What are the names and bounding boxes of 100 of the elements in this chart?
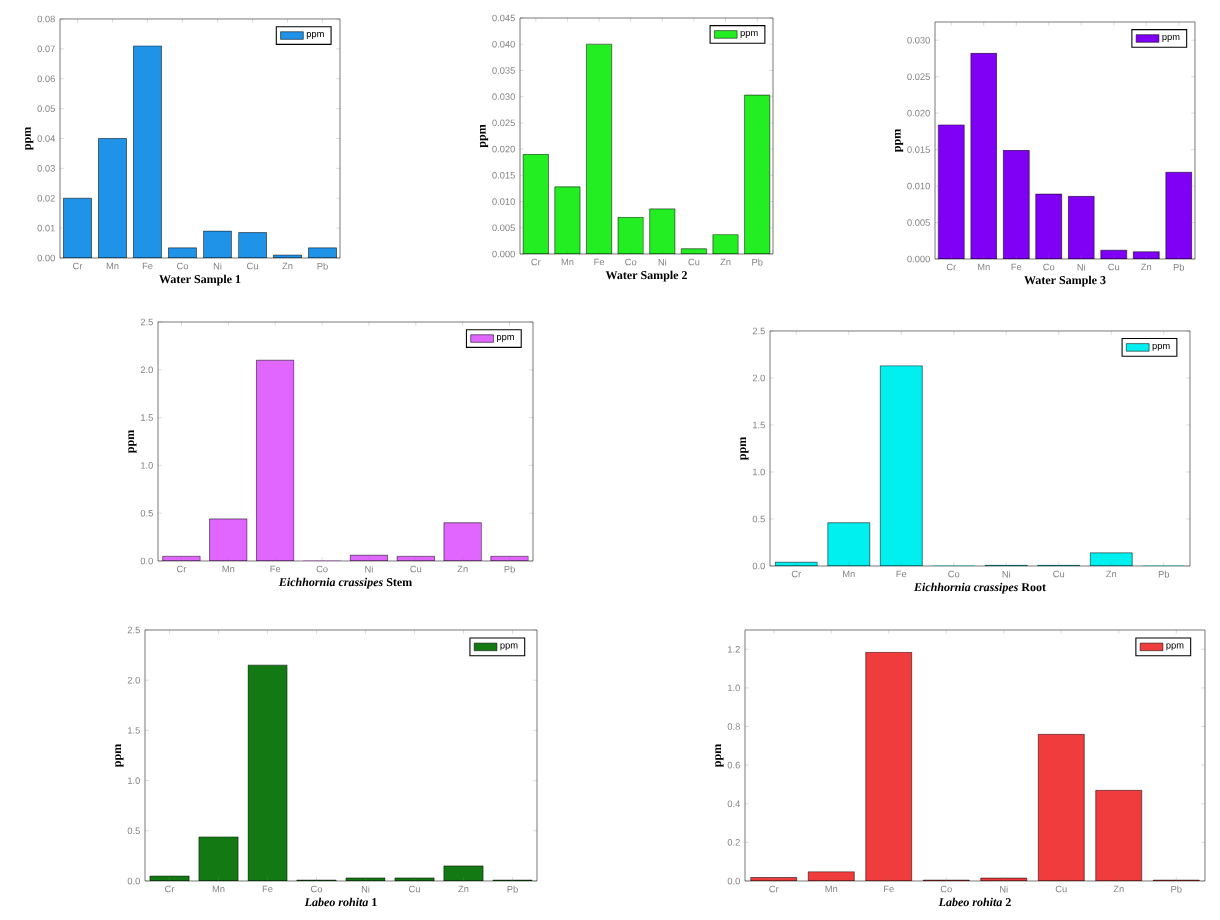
x-axis-title: Water Sample 2 bbox=[605, 270, 687, 282]
y-axis-title: ppm bbox=[715, 744, 724, 768]
x-tick-label: Co bbox=[1043, 263, 1055, 271]
x-tick-label: Zn bbox=[457, 565, 468, 573]
x-tick-label: Zn bbox=[720, 258, 731, 266]
y-tick-label: 0.030 bbox=[907, 36, 930, 44]
y-tick-label: 0.0 bbox=[127, 877, 140, 885]
legend-label: ppm bbox=[1162, 34, 1180, 42]
x-tick-label: Cu bbox=[1053, 570, 1065, 578]
x-tick-label: Cu bbox=[410, 565, 422, 573]
x-tick-label: Ni bbox=[1000, 885, 1008, 893]
x-axis-title: Labeo rohita 2 bbox=[938, 897, 1011, 907]
x-tick-label: Cu bbox=[1108, 263, 1120, 271]
y-tick-label: 2.0 bbox=[140, 366, 153, 374]
y-tick-label: 1.0 bbox=[753, 468, 765, 476]
y-tick-label: 0.4 bbox=[727, 800, 741, 808]
x-tick-label: Ni bbox=[213, 262, 222, 270]
x-tick-label: Zn bbox=[282, 262, 293, 270]
y-tick-label: 1.0 bbox=[728, 684, 740, 692]
y-tick-label: 0.000 bbox=[907, 255, 930, 263]
x-axis-title: Labeo rohita 1 bbox=[304, 897, 377, 907]
y-tick-label: 1.0 bbox=[128, 777, 140, 784]
x-tick-label: Ni bbox=[1002, 570, 1011, 578]
x-tick-label: Zn bbox=[458, 885, 469, 893]
x-tick-label: Co bbox=[948, 570, 960, 578]
x-tick-label: Co bbox=[625, 258, 637, 266]
x-tick-label: Pb bbox=[1171, 885, 1182, 893]
x-tick-label: Cr bbox=[791, 570, 802, 578]
legend-label: ppm bbox=[1166, 643, 1184, 651]
x-tick-label: Fe bbox=[594, 258, 605, 266]
x-tick-label: Pb bbox=[1158, 570, 1170, 578]
x-tick-label: Fe bbox=[270, 565, 281, 573]
x-tick-label: Cu bbox=[688, 258, 700, 266]
y-tick-label: 0.07 bbox=[37, 45, 55, 53]
y-tick-label: 0.0 bbox=[140, 557, 153, 565]
y-axis-title: ppm bbox=[128, 430, 137, 454]
y-tick-label: 1.0 bbox=[141, 462, 153, 469]
y-axis-title: ppm bbox=[894, 129, 904, 153]
x-tick-label: Fe bbox=[1011, 263, 1022, 271]
legend-label: ppm bbox=[306, 32, 324, 39]
y-tick-label: 2.5 bbox=[140, 318, 153, 326]
y-tick-label: 0.5 bbox=[127, 827, 140, 835]
y-tick-label: 0.6 bbox=[727, 761, 740, 769]
x-tick-label: Co bbox=[940, 885, 952, 893]
y-axis-title: ppm bbox=[740, 437, 749, 461]
y-tick-label: 0.04 bbox=[37, 135, 56, 142]
x-tick-label: Zn bbox=[1141, 263, 1152, 271]
y-tick-label: 0.010 bbox=[907, 182, 930, 190]
y-tick-label: 0.020 bbox=[492, 145, 515, 153]
x-tick-label: Ni bbox=[1077, 263, 1086, 271]
x-tick-label: Cr bbox=[177, 565, 187, 573]
y-tick-label: 0.06 bbox=[37, 75, 55, 83]
y-tick-label: 2.5 bbox=[127, 626, 140, 634]
x-tick-label: Cr bbox=[769, 885, 779, 893]
y-tick-label: 2.0 bbox=[752, 374, 765, 382]
x-tick-label: Pb bbox=[507, 885, 518, 893]
x-tick-label: Mn bbox=[825, 885, 838, 893]
x-tick-label: Co bbox=[177, 262, 189, 270]
y-axis-title: ppm bbox=[479, 124, 489, 148]
y-tick-label: 0.03 bbox=[37, 165, 55, 172]
y-tick-label: 1.5 bbox=[141, 414, 153, 421]
y-tick-label: 0.05 bbox=[37, 105, 55, 112]
y-tick-label: 0.040 bbox=[492, 40, 515, 48]
x-tick-label: Mn bbox=[106, 262, 119, 270]
legend-label: ppm bbox=[497, 335, 514, 342]
x-tick-label: Fe bbox=[896, 570, 907, 578]
y-tick-label: 0.0 bbox=[727, 877, 740, 885]
y-axis-title: ppm bbox=[25, 127, 34, 151]
x-tick-label: Mn bbox=[843, 570, 855, 578]
x-tick-label: Mn bbox=[212, 885, 225, 893]
y-tick-label: 0.5 bbox=[752, 515, 765, 523]
y-tick-label: 0.035 bbox=[492, 67, 515, 74]
x-tick-label: Ni bbox=[365, 565, 373, 573]
x-tick-label: Co bbox=[311, 885, 323, 893]
x-tick-label: Cu bbox=[1055, 885, 1067, 893]
y-tick-label: 0.010 bbox=[492, 198, 515, 205]
y-tick-label: 0.005 bbox=[492, 224, 515, 232]
y-tick-label: 0.025 bbox=[492, 119, 515, 127]
x-tick-label: Fe bbox=[884, 885, 894, 893]
x-tick-label: Cu bbox=[409, 885, 420, 893]
y-tick-label: 0.5 bbox=[140, 509, 153, 517]
y-tick-label: 0.08 bbox=[37, 15, 55, 23]
y-tick-label: 0.020 bbox=[907, 109, 930, 117]
y-tick-label: 1.5 bbox=[753, 421, 765, 429]
x-tick-label: Fe bbox=[262, 885, 273, 893]
x-tick-label: Cr bbox=[946, 263, 957, 271]
y-tick-label: 0.2 bbox=[727, 839, 740, 846]
x-tick-label: Fe bbox=[142, 262, 153, 270]
x-tick-label: Cr bbox=[73, 262, 83, 270]
y-tick-label: 0.02 bbox=[37, 194, 55, 202]
y-tick-label: 0.8 bbox=[727, 723, 740, 730]
x-axis-title: Eichhornia crassipes Root bbox=[913, 582, 1046, 594]
y-tick-label: 0.000 bbox=[492, 250, 515, 258]
x-tick-label: Cr bbox=[531, 258, 541, 266]
x-tick-label: Mn bbox=[978, 263, 990, 271]
x-axis-title: Water Sample 1 bbox=[159, 274, 241, 286]
x-tick-label: Mn bbox=[561, 258, 574, 266]
x-axis-title: Eichhornia crassipes Stem bbox=[278, 577, 412, 589]
x-tick-label: Zn bbox=[1106, 570, 1117, 578]
y-tick-label: 2.0 bbox=[127, 676, 140, 684]
